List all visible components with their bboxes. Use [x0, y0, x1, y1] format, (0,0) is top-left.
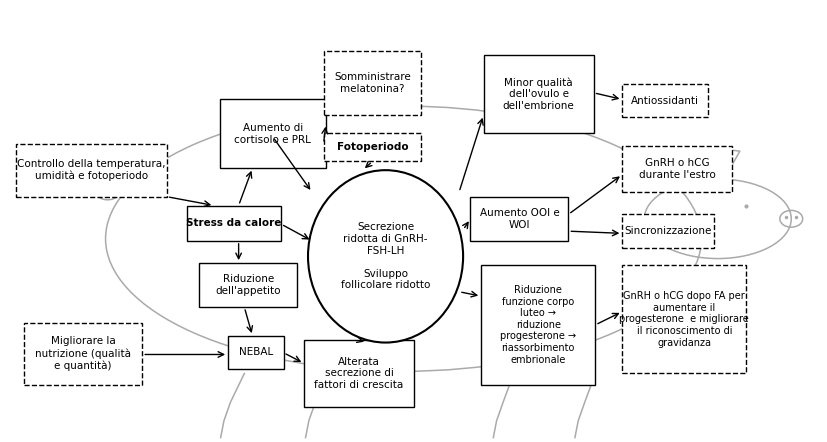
FancyBboxPatch shape	[304, 340, 414, 407]
FancyBboxPatch shape	[470, 197, 567, 241]
Text: Migliorare la
nutrizione (qualità
e quantità): Migliorare la nutrizione (qualità e quan…	[35, 336, 131, 371]
Text: Antiossidanti: Antiossidanti	[630, 95, 698, 106]
FancyBboxPatch shape	[480, 265, 595, 385]
FancyBboxPatch shape	[220, 99, 326, 168]
Text: Controllo della temperatura,
umidità e fotoperiodo: Controllo della temperatura, umidità e f…	[17, 159, 165, 181]
Text: Stress da calore: Stress da calore	[186, 218, 281, 228]
FancyBboxPatch shape	[16, 144, 166, 197]
Text: Minor qualità
dell'ovulo e
dell'embrione: Minor qualità dell'ovulo e dell'embrione	[502, 77, 574, 111]
Text: Sincronizzazione: Sincronizzazione	[624, 226, 711, 236]
Text: Fotoperiodo: Fotoperiodo	[337, 142, 408, 152]
FancyBboxPatch shape	[622, 265, 745, 373]
Text: GnRH o hCG dopo FA per
aumentare il
progesterone  e migliorare
il riconoscimento: GnRH o hCG dopo FA per aumentare il prog…	[619, 291, 748, 347]
FancyBboxPatch shape	[622, 214, 713, 248]
Text: Secrezione
ridotta di GnRH-
FSH-LH

Sviluppo
follicolare ridotto: Secrezione ridotta di GnRH- FSH-LH Svilu…	[341, 222, 430, 290]
FancyBboxPatch shape	[483, 55, 593, 133]
FancyBboxPatch shape	[24, 323, 142, 385]
FancyBboxPatch shape	[323, 51, 421, 115]
FancyBboxPatch shape	[323, 133, 421, 161]
FancyBboxPatch shape	[199, 263, 297, 307]
Text: NEBAL: NEBAL	[238, 347, 273, 358]
FancyBboxPatch shape	[622, 84, 707, 117]
Text: Somministrare
melatonina?: Somministrare melatonina?	[334, 72, 410, 94]
Text: Riduzione
dell'appetito: Riduzione dell'appetito	[215, 274, 281, 296]
Text: Riduzione
funzione corpo
luteo →
riduzione
progesterone →
riassorbimento
embrion: Riduzione funzione corpo luteo → riduzio…	[500, 285, 576, 365]
Ellipse shape	[308, 170, 462, 343]
FancyBboxPatch shape	[187, 206, 280, 241]
Text: Alterata
secrezione di
fattori di crescita: Alterata secrezione di fattori di cresci…	[314, 357, 404, 390]
Text: GnRH o hCG
durante l'estro: GnRH o hCG durante l'estro	[638, 158, 715, 180]
FancyBboxPatch shape	[227, 336, 283, 369]
FancyBboxPatch shape	[622, 146, 732, 192]
Text: Aumento OOI e
WOI: Aumento OOI e WOI	[479, 208, 558, 229]
Text: Aumento di
cortisolo e PRL: Aumento di cortisolo e PRL	[234, 123, 311, 145]
